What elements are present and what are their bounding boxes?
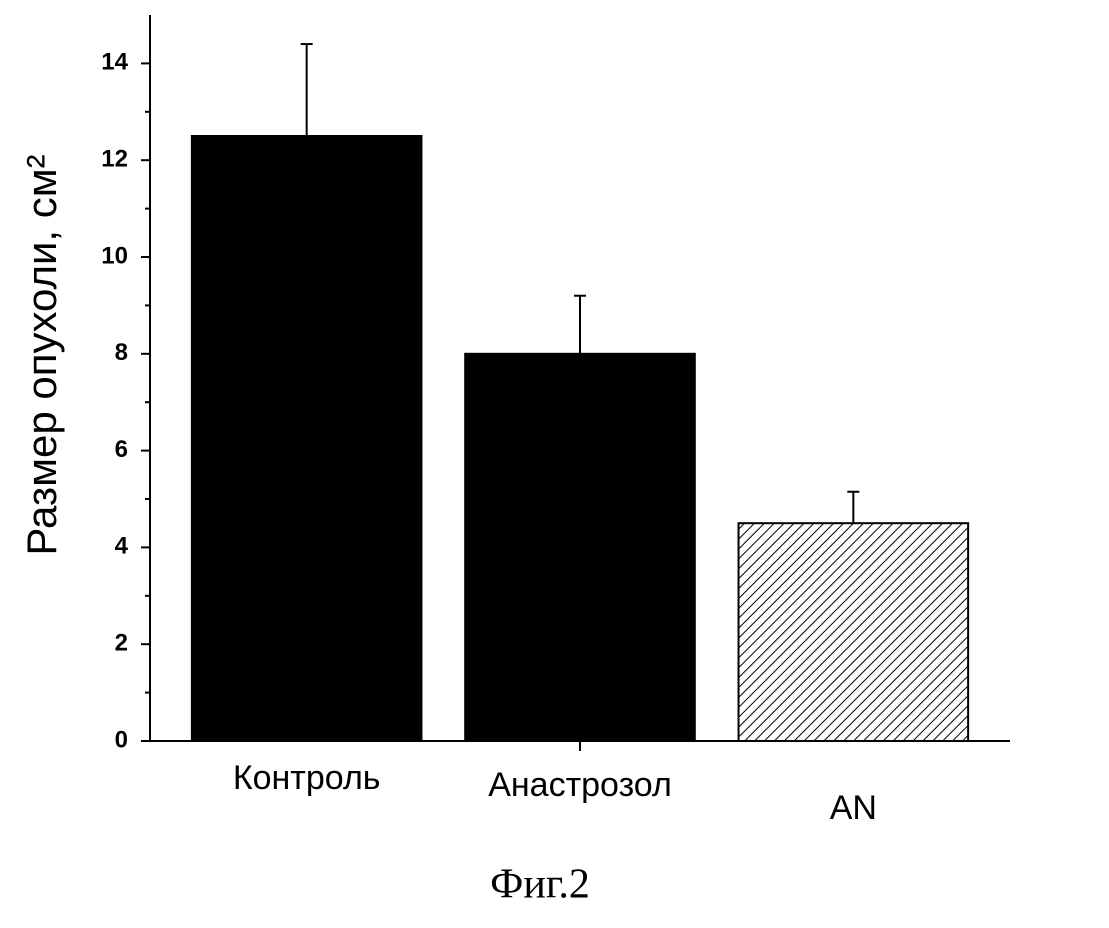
- y-tick-label: 14: [101, 49, 128, 76]
- page: Размер опухоли, см² Фиг.2 0 2 4 6 8 10 12 14 Кон…: [0, 0, 1109, 928]
- y-tick-label: 10: [101, 242, 128, 269]
- y-tick-label: 2: [115, 630, 128, 657]
- bar: [465, 354, 695, 741]
- x-tick-label: AN: [830, 789, 877, 827]
- y-tick-label: 12: [101, 146, 128, 173]
- chart: Размер опухоли, см² Фиг.2 0 2 4 6 8 10 12 14 Кон…: [0, 0, 1109, 928]
- y-tick-label: 0: [115, 726, 128, 753]
- figure-caption: Фиг.2: [490, 862, 590, 908]
- y-tick-label: 8: [115, 339, 128, 366]
- y-axis-label: Размер опухоли, см²: [18, 154, 65, 555]
- y-tick-label: 4: [115, 533, 129, 560]
- x-tick-label: Анастрозол: [488, 766, 672, 804]
- bar: [739, 523, 969, 741]
- bar: [192, 136, 422, 741]
- y-tick-label: 6: [115, 436, 128, 463]
- x-tick-label: Контроль: [233, 759, 381, 797]
